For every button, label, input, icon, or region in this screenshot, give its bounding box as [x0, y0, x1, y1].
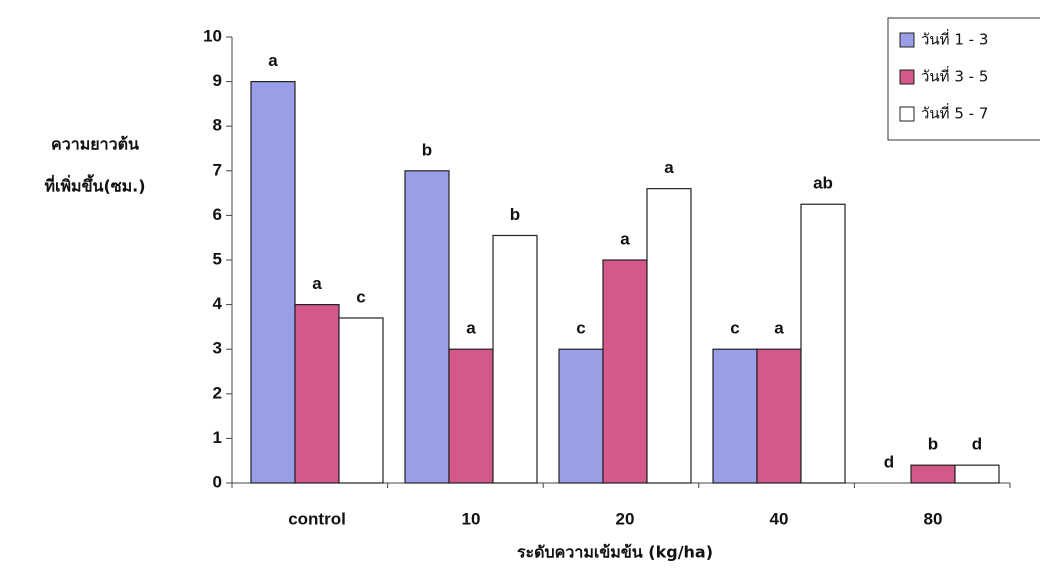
x-tick-label: 10	[462, 509, 481, 528]
legend-label: วันที่ 3 - 5	[921, 66, 988, 86]
bar	[954, 464, 1000, 484]
legend-label: วันที่ 1 - 3	[921, 29, 988, 49]
significance-letter: d	[972, 435, 982, 454]
bar	[712, 348, 758, 484]
x-tick-label: 40	[770, 509, 789, 528]
x-axis-title: ระดับความเข้มข้น (kg/ha)	[517, 543, 713, 562]
bar	[338, 317, 384, 484]
bar	[646, 188, 692, 484]
bar	[404, 170, 450, 484]
bar	[910, 464, 956, 484]
y-tick-label: 0	[213, 472, 222, 491]
y-tick-label: 1	[213, 428, 222, 447]
bar	[756, 348, 802, 484]
bar	[250, 80, 296, 484]
y-tick-label: 3	[213, 339, 222, 358]
significance-letter: c	[356, 287, 365, 306]
significance-letter: a	[620, 229, 630, 248]
x-tick-label: control	[288, 509, 346, 528]
x-tick-label: 20	[616, 509, 635, 528]
legend-swatch	[899, 106, 915, 122]
y-axis-title: ความยาวต้น	[51, 135, 139, 154]
bar	[800, 203, 846, 484]
legend-label: วันที่ 5 - 7	[921, 103, 988, 123]
legend-swatch	[899, 32, 915, 48]
significance-letter: c	[576, 319, 585, 338]
significance-letter: d	[884, 452, 894, 471]
significance-letter: a	[466, 319, 476, 338]
significance-letter: b	[422, 140, 432, 159]
significance-letter: ab	[813, 174, 833, 193]
y-tick-label: 4	[213, 294, 223, 313]
y-tick-label: 6	[213, 205, 222, 224]
significance-letter: a	[774, 319, 784, 338]
significance-letter: b	[510, 205, 520, 224]
bar	[492, 234, 538, 484]
y-tick-label: 2	[213, 383, 222, 402]
significance-letter: a	[268, 51, 278, 70]
y-axis-title: ที่เพิ่มขึ้น(ซม.)	[44, 174, 145, 196]
y-tick-label: 9	[213, 71, 222, 90]
y-tick-label: 5	[213, 249, 222, 268]
significance-letter: b	[928, 435, 938, 454]
y-tick-label: 8	[213, 116, 222, 135]
x-tick-label: 80	[924, 509, 943, 528]
bar	[558, 348, 604, 484]
bar	[602, 259, 648, 484]
bar	[448, 348, 494, 484]
significance-letter: a	[664, 158, 674, 177]
bar	[294, 304, 340, 484]
significance-letter: a	[312, 274, 322, 293]
y-tick-label: 7	[213, 160, 222, 179]
y-tick-label: 10	[203, 26, 222, 45]
significance-letter: c	[730, 319, 739, 338]
legend-swatch	[899, 69, 915, 85]
